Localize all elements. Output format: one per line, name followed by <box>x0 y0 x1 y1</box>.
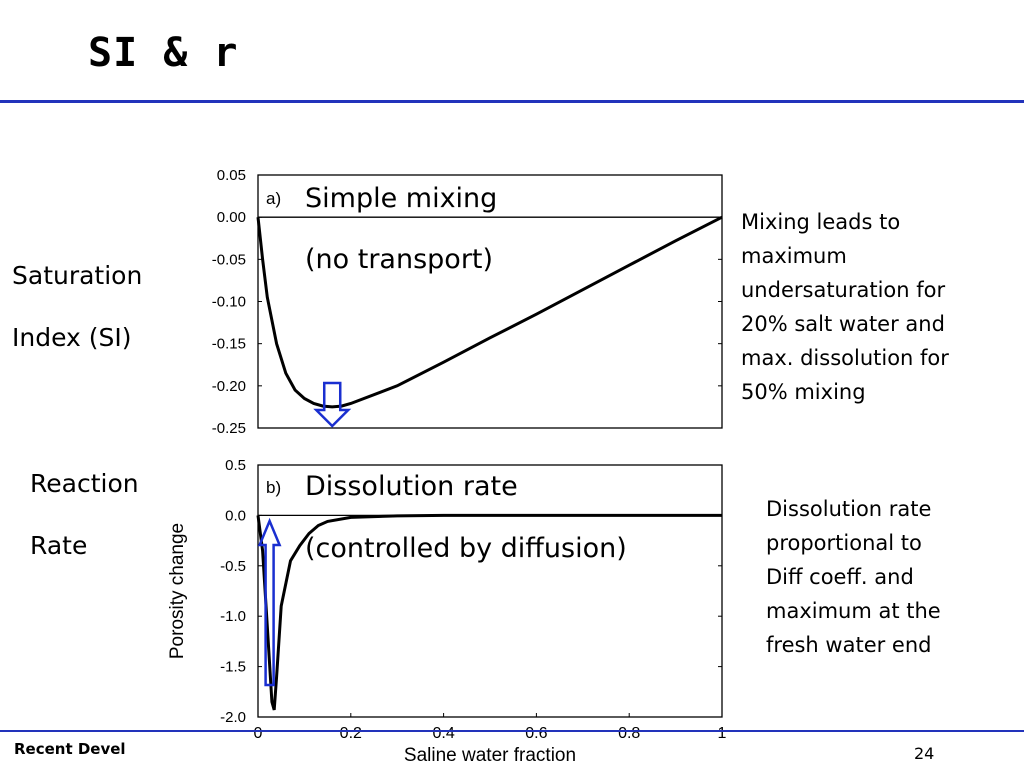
down-arrow-icon <box>313 381 352 428</box>
porosity-curve <box>256 513 722 711</box>
y-tick-label: -0.25 <box>212 420 246 437</box>
x-tick-label: 0.8 <box>618 725 640 742</box>
note-top-line: max. dissolution for <box>741 346 949 370</box>
panel-b: 0.50.0-0.5-1.0-1.5-2.00 0.2 0.4 0.6 0.8 1 b) … <box>167 457 727 766</box>
y-tick-label: -2.0 <box>220 709 246 726</box>
panel-a-tag: a) <box>266 189 281 208</box>
y-tick-label: -0.10 <box>212 294 246 311</box>
rate-label-line1: Reaction <box>30 469 139 498</box>
note-bottom-line: proportional to <box>766 531 922 555</box>
up-arrow-icon <box>257 517 282 687</box>
y-tick-label: -1.5 <box>220 659 246 676</box>
page-number: 24 <box>914 744 935 763</box>
note-bottom: Dissolution rate proportional to Diff co… <box>766 492 941 662</box>
note-top-line: 50% mixing <box>741 380 866 404</box>
x-tick-label: 0 <box>254 725 263 742</box>
rate-label-line2: Rate <box>30 531 88 560</box>
note-top: Mixing leads to maximum undersaturation … <box>741 205 949 409</box>
note-bottom-line: Dissolution rate <box>766 497 932 521</box>
si-label-line2: Index (SI) <box>12 323 132 352</box>
y-axis-label: Porosity change <box>167 523 188 659</box>
chart-figure: 0.05 0.00 -0.05 -0.10 -0.15 -0.20 -0.25 a) Sim… <box>145 145 765 768</box>
footer-text: Recent Devel <box>14 740 126 758</box>
panel-b-tag: b) <box>266 478 281 497</box>
x-tick-label: 0.4 <box>432 725 454 742</box>
note-top-line: maximum <box>741 244 847 268</box>
panel-b-frame <box>257 464 723 718</box>
si-axis-label: Saturation Index (SI) <box>12 245 142 369</box>
note-top-line: 20% salt water and <box>741 312 945 336</box>
y-tick-label: -1.0 <box>220 608 246 625</box>
y-tick-label: 0.00 <box>217 209 246 226</box>
si-label-line1: Saturation <box>12 261 143 290</box>
footer-divider <box>0 730 1024 732</box>
y-tick-label: -0.5 <box>220 558 246 575</box>
panel-b-title: Dissolution rate <box>305 471 518 502</box>
y-tick-label: 0.0 <box>225 507 246 524</box>
slide-title: SI & r <box>88 30 239 76</box>
note-top-line: Mixing leads to <box>741 210 901 234</box>
rate-axis-label: Reaction Rate <box>30 453 139 577</box>
panel-a-subtitle: (no transport) <box>305 244 493 275</box>
note-top-line: undersaturation for <box>741 278 946 302</box>
y-tick-label: -0.20 <box>212 378 246 395</box>
x-tick-label: 0.6 <box>525 725 547 742</box>
y-tick-label: 0.05 <box>217 167 246 184</box>
y-tick-label: -0.15 <box>212 336 246 353</box>
x-axis-label: Saline water fraction <box>404 745 576 766</box>
chart-svg: 0.050.00-0.05-0.10-0.15-0.20-0.25 a) Sim… <box>167 167 727 766</box>
panel-a: 0.05 0.00 -0.05 -0.10 -0.15 -0.20 -0.25 a) Sim… <box>212 167 723 437</box>
note-bottom-line: Diff coeff. and <box>766 565 914 589</box>
x-tick-label: 1 <box>718 725 727 742</box>
note-bottom-line: maximum at the <box>766 599 941 623</box>
x-tick-label: 0.2 <box>340 725 362 742</box>
y-tick-label: -0.05 <box>212 251 246 268</box>
panel-a-title: Simple mixing <box>305 183 497 214</box>
si-curve <box>256 215 723 409</box>
panel-b-subtitle: (controlled by diffusion) <box>305 533 627 564</box>
note-bottom-line: fresh water end <box>766 633 932 657</box>
title-divider <box>0 100 1024 103</box>
y-tick-label: 0.5 <box>225 457 246 474</box>
